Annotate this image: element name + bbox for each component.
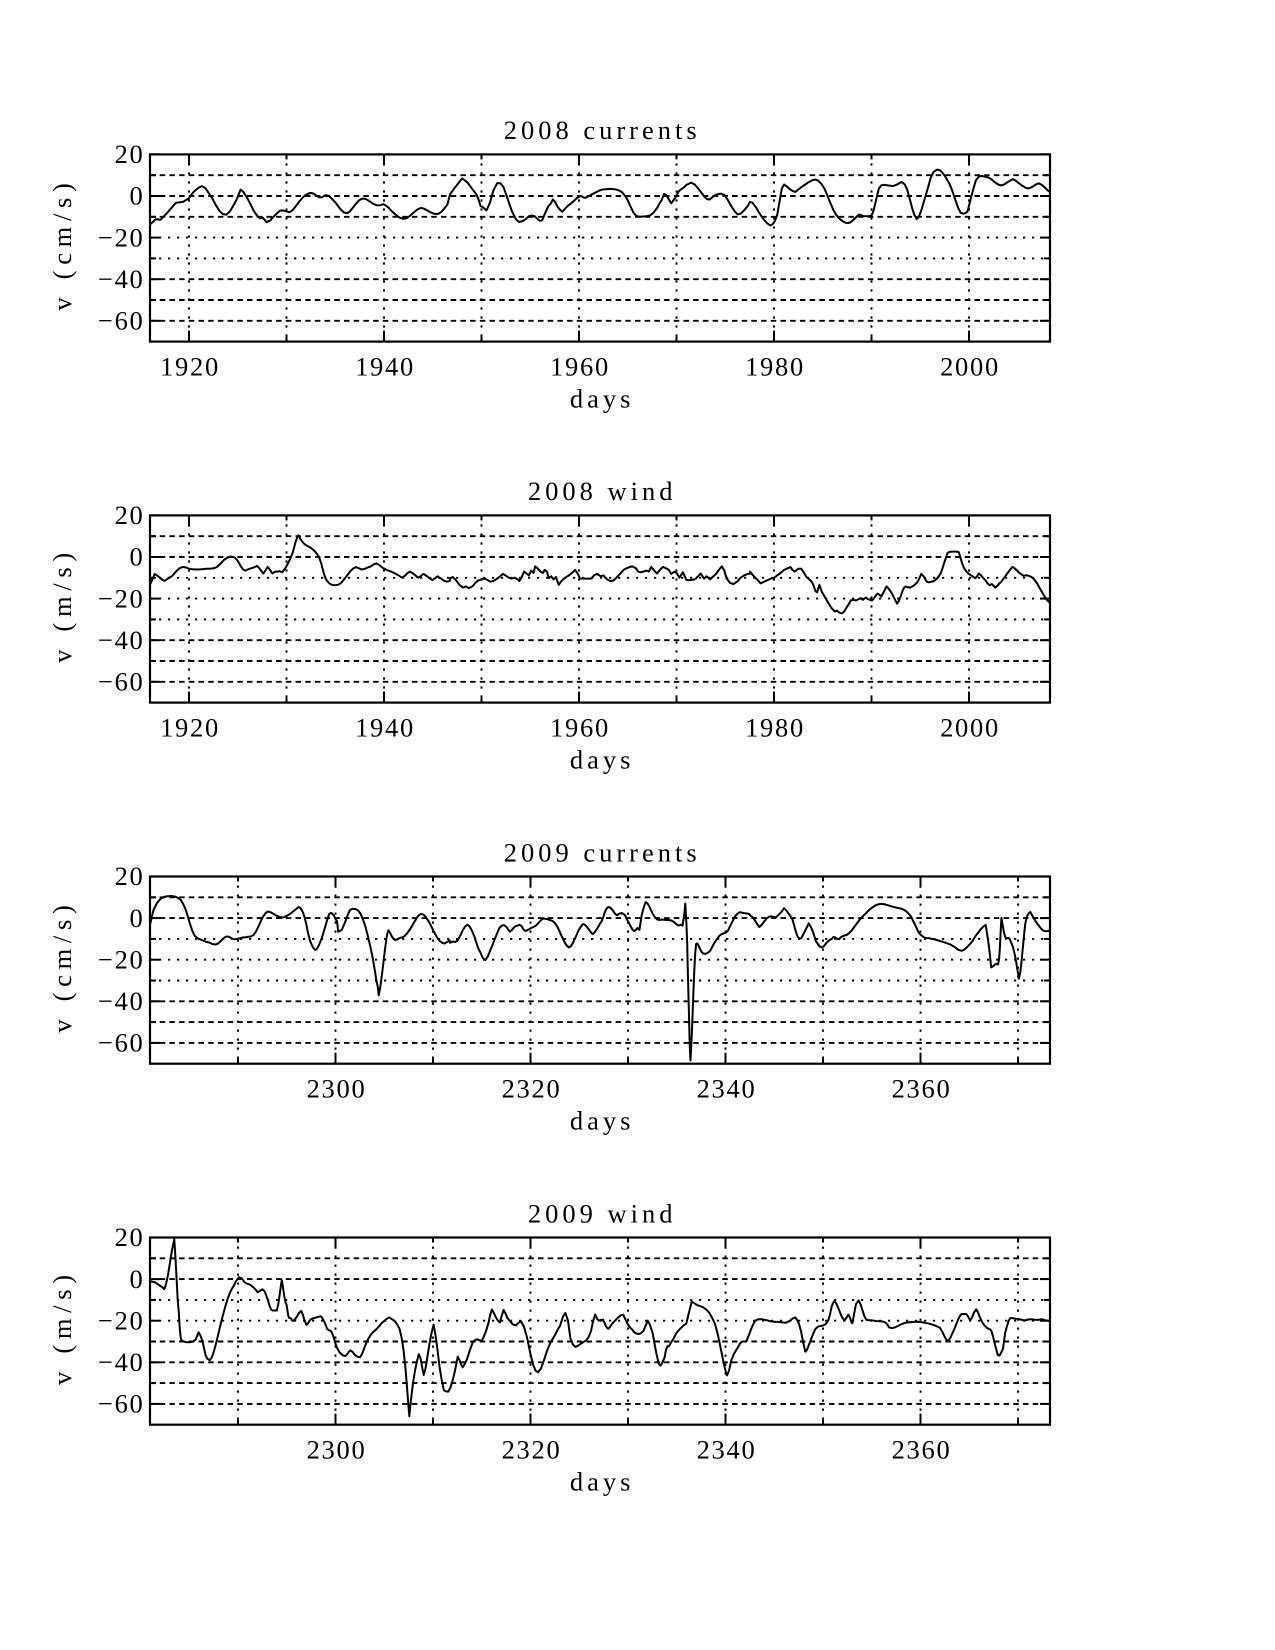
svg-text:20: 20: [115, 500, 145, 530]
svg-text:1960: 1960: [550, 713, 610, 743]
svg-text:v (m/s): v (m/s): [47, 1269, 77, 1385]
svg-text:−40: −40: [98, 1347, 145, 1377]
svg-text:1980: 1980: [745, 713, 805, 743]
svg-text:0: 0: [130, 1264, 145, 1294]
svg-text:2008 wind: 2008 wind: [528, 476, 677, 506]
svg-text:−20: −20: [98, 222, 145, 252]
svg-text:2300: 2300: [307, 1435, 367, 1465]
svg-text:2009 currents: 2009 currents: [504, 837, 701, 867]
svg-text:2320: 2320: [502, 1435, 562, 1465]
svg-text:−20: −20: [98, 1305, 145, 1335]
svg-text:days: days: [570, 1106, 635, 1136]
svg-text:0: 0: [130, 542, 145, 572]
svg-text:2009 wind: 2009 wind: [528, 1198, 677, 1228]
svg-text:20: 20: [115, 139, 145, 169]
svg-text:−60: −60: [98, 667, 145, 697]
svg-text:−60: −60: [98, 1028, 145, 1058]
svg-text:1920: 1920: [160, 713, 220, 743]
svg-text:−60: −60: [98, 306, 145, 336]
svg-text:v (m/s): v (m/s): [47, 547, 77, 663]
svg-text:2008 currents: 2008 currents: [504, 115, 701, 145]
svg-text:2300: 2300: [307, 1074, 367, 1104]
svg-text:1940: 1940: [355, 352, 415, 382]
svg-text:−40: −40: [98, 625, 145, 655]
svg-text:2340: 2340: [697, 1074, 757, 1104]
svg-text:−40: −40: [98, 986, 145, 1016]
svg-text:v (cm/s): v (cm/s): [47, 900, 77, 1033]
svg-text:−40: −40: [98, 264, 145, 294]
svg-text:2000: 2000: [940, 352, 1000, 382]
svg-text:−60: −60: [98, 1389, 145, 1419]
svg-text:0: 0: [130, 903, 145, 933]
svg-text:1980: 1980: [745, 352, 805, 382]
svg-text:2000: 2000: [940, 713, 1000, 743]
svg-text:−20: −20: [98, 944, 145, 974]
svg-text:20: 20: [115, 1222, 145, 1252]
svg-text:1920: 1920: [160, 352, 220, 382]
svg-text:−20: −20: [98, 583, 145, 613]
svg-text:days: days: [570, 384, 635, 414]
svg-text:1940: 1940: [355, 713, 415, 743]
svg-text:20: 20: [115, 861, 145, 891]
svg-text:v (cm/s): v (cm/s): [47, 177, 77, 310]
svg-text:2360: 2360: [892, 1435, 952, 1465]
svg-text:days: days: [570, 745, 635, 775]
svg-text:days: days: [570, 1467, 635, 1497]
svg-text:0: 0: [130, 181, 145, 211]
svg-text:1960: 1960: [550, 352, 610, 382]
svg-text:2320: 2320: [502, 1074, 562, 1104]
svg-text:2360: 2360: [892, 1074, 952, 1104]
svg-text:2340: 2340: [697, 1435, 757, 1465]
